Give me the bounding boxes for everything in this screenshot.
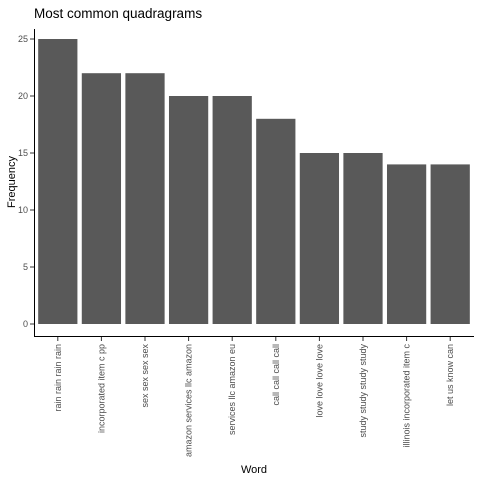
x-tick-label-6: love love love love xyxy=(314,344,324,418)
y-tick-label-5: 25 xyxy=(18,34,28,44)
x-axis-title: Word xyxy=(241,464,267,476)
bar-1 xyxy=(81,73,122,324)
x-tick-label-3: amazon services llc amazon xyxy=(184,344,194,457)
y-tick-label-1: 5 xyxy=(23,262,28,272)
chart-title: Most common quadragrams xyxy=(34,6,202,21)
y-tick-label-4: 20 xyxy=(18,91,28,101)
bar-0 xyxy=(38,39,78,324)
y-axis-title: Frequency xyxy=(6,156,18,208)
bar-7 xyxy=(343,153,383,324)
x-axis-ticks: rain rain rain rain incorporated item c p… xyxy=(53,337,455,457)
bars-group xyxy=(38,39,470,324)
x-tick-label-9: let us know can xyxy=(445,344,455,406)
bar-4 xyxy=(212,96,252,324)
bar-6 xyxy=(299,153,340,324)
x-tick-label-8: illinois incorporated item c xyxy=(402,344,412,448)
y-axis-ticks: 0 5 10 15 20 25 xyxy=(18,34,34,329)
y-tick-label-0: 0 xyxy=(23,319,28,329)
y-tick-label-3: 15 xyxy=(18,148,28,158)
x-tick-label-0: rain rain rain rain xyxy=(53,344,63,412)
bar-8 xyxy=(386,164,427,324)
x-tick-label-4: services llc amazon eu xyxy=(227,344,237,435)
bar-3 xyxy=(168,96,209,324)
x-tick-label-2: sex sex sex sex xyxy=(140,344,150,408)
bar-9 xyxy=(430,164,470,324)
x-tick-label-5: call call call call xyxy=(271,344,281,406)
bar-5 xyxy=(256,118,296,324)
y-tick-label-2: 10 xyxy=(18,205,28,215)
x-tick-label-1: incorporated item c pp xyxy=(96,344,106,433)
x-tick-label-7: study study study study xyxy=(358,344,368,438)
bar-2 xyxy=(125,73,165,324)
